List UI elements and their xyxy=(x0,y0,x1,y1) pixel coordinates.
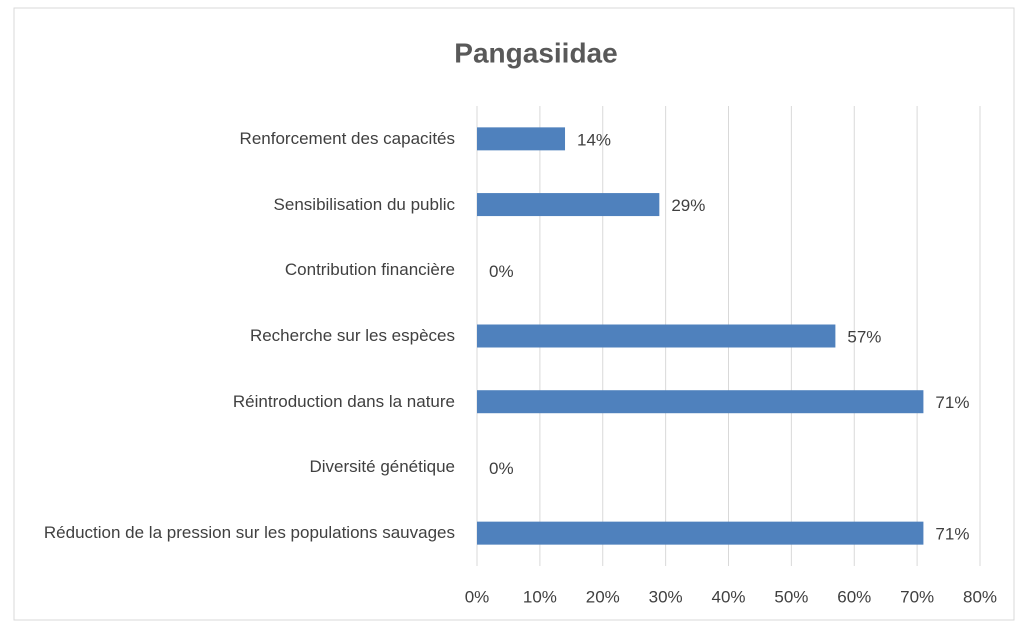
y-tick-label: Contribution financière xyxy=(284,260,455,280)
x-tick-label: 50% xyxy=(774,587,808,606)
x-tick-label: 0% xyxy=(465,587,490,606)
chart-title: Pangasiidae xyxy=(454,37,617,68)
x-tick-label: 40% xyxy=(711,587,745,606)
x-tick-label: 70% xyxy=(900,587,934,606)
data-label: 14% xyxy=(577,130,611,149)
bar xyxy=(477,324,836,348)
bar xyxy=(477,193,660,217)
y-tick-label: Renforcement des capacités xyxy=(239,128,455,148)
y-tick-label: Diversité génétique xyxy=(309,457,455,477)
y-tick-label: Recherche sur les espèces xyxy=(249,326,455,345)
chart-border xyxy=(13,7,1015,621)
data-label: 71% xyxy=(935,393,969,412)
data-label: 71% xyxy=(935,525,969,544)
bar xyxy=(477,390,924,414)
category-label-box: Renforcement des capacités xyxy=(239,128,455,148)
category-label-box: Diversité génétique xyxy=(309,457,455,477)
data-label: 29% xyxy=(671,196,705,215)
x-tick-label: 20% xyxy=(586,587,620,606)
bar xyxy=(477,521,924,545)
category-label-box: Réintroduction dans la nature xyxy=(232,391,455,411)
x-tick-label: 80% xyxy=(963,587,997,606)
category-label-box: Contribution financière xyxy=(284,260,455,280)
x-tick-label: 30% xyxy=(649,587,683,606)
data-label: 57% xyxy=(847,327,881,346)
x-tick-label: 60% xyxy=(837,587,871,606)
y-tick-label: Sensibilisation du public xyxy=(273,194,455,214)
data-label: 0% xyxy=(489,262,514,281)
category-label-box: Réduction de la pression sur les populat… xyxy=(43,523,455,543)
y-tick-label: Réduction de la pression sur les populat… xyxy=(43,523,455,543)
category-label-box: Recherche sur les espèces xyxy=(249,326,455,345)
y-tick-label: Réintroduction dans la nature xyxy=(232,391,455,411)
bar xyxy=(477,127,566,151)
data-label: 0% xyxy=(489,459,514,478)
x-tick-label: 10% xyxy=(523,587,557,606)
category-label-box: Sensibilisation du public xyxy=(273,194,455,214)
